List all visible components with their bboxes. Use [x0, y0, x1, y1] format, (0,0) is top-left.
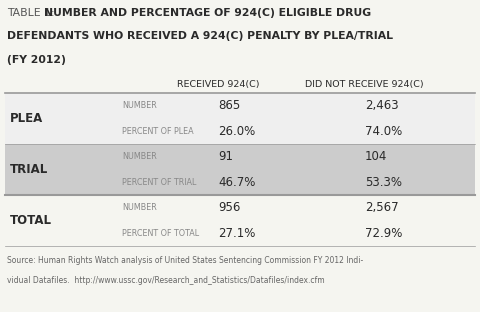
Text: 74.0%: 74.0%: [365, 125, 402, 138]
Text: DEFENDANTS WHO RECEIVED A 924(C) PENALTY BY PLEA/TRIAL: DEFENDANTS WHO RECEIVED A 924(C) PENALTY…: [7, 31, 393, 41]
Text: 956: 956: [218, 202, 241, 214]
Text: 72.9%: 72.9%: [365, 227, 402, 240]
Text: 26.0%: 26.0%: [218, 125, 256, 138]
Text: 91: 91: [218, 150, 233, 163]
Text: 2,567: 2,567: [365, 202, 398, 214]
Text: TOTAL: TOTAL: [10, 214, 52, 227]
Text: DID NOT RECEIVE 924(C): DID NOT RECEIVE 924(C): [305, 80, 424, 89]
Text: NUMBER: NUMBER: [122, 203, 157, 212]
Text: PERCENT OF TOTAL: PERCENT OF TOTAL: [122, 229, 200, 238]
Text: (FY 2012): (FY 2012): [7, 55, 66, 65]
Bar: [5, 144, 475, 195]
Text: NUMBER: NUMBER: [122, 152, 157, 161]
Text: TABLE 1:: TABLE 1:: [7, 8, 59, 18]
Text: 27.1%: 27.1%: [218, 227, 256, 240]
Bar: [5, 93, 475, 144]
Text: Source: Human Rights Watch analysis of United States Sentencing Commission FY 20: Source: Human Rights Watch analysis of U…: [7, 256, 363, 265]
Text: NUMBER: NUMBER: [122, 101, 157, 110]
Text: 2,463: 2,463: [365, 99, 398, 112]
Text: PLEA: PLEA: [10, 112, 43, 125]
Text: 865: 865: [218, 99, 240, 112]
Text: NUMBER AND PERCENTAGE OF 924(C) ELIGIBLE DRUG: NUMBER AND PERCENTAGE OF 924(C) ELIGIBLE…: [44, 8, 371, 18]
Text: PERCENT OF PLEA: PERCENT OF PLEA: [122, 127, 194, 136]
Text: 46.7%: 46.7%: [218, 176, 256, 189]
Text: vidual Datafiles.  http://www.ussc.gov/Research_and_Statistics/Datafiles/index.c: vidual Datafiles. http://www.ussc.gov/Re…: [7, 276, 325, 285]
Text: 104: 104: [365, 150, 387, 163]
Text: PERCENT OF TRIAL: PERCENT OF TRIAL: [122, 178, 197, 187]
Text: 53.3%: 53.3%: [365, 176, 402, 189]
Bar: [5, 195, 475, 246]
Text: RECEIVED 924(C): RECEIVED 924(C): [177, 80, 260, 89]
Text: TRIAL: TRIAL: [10, 163, 48, 176]
